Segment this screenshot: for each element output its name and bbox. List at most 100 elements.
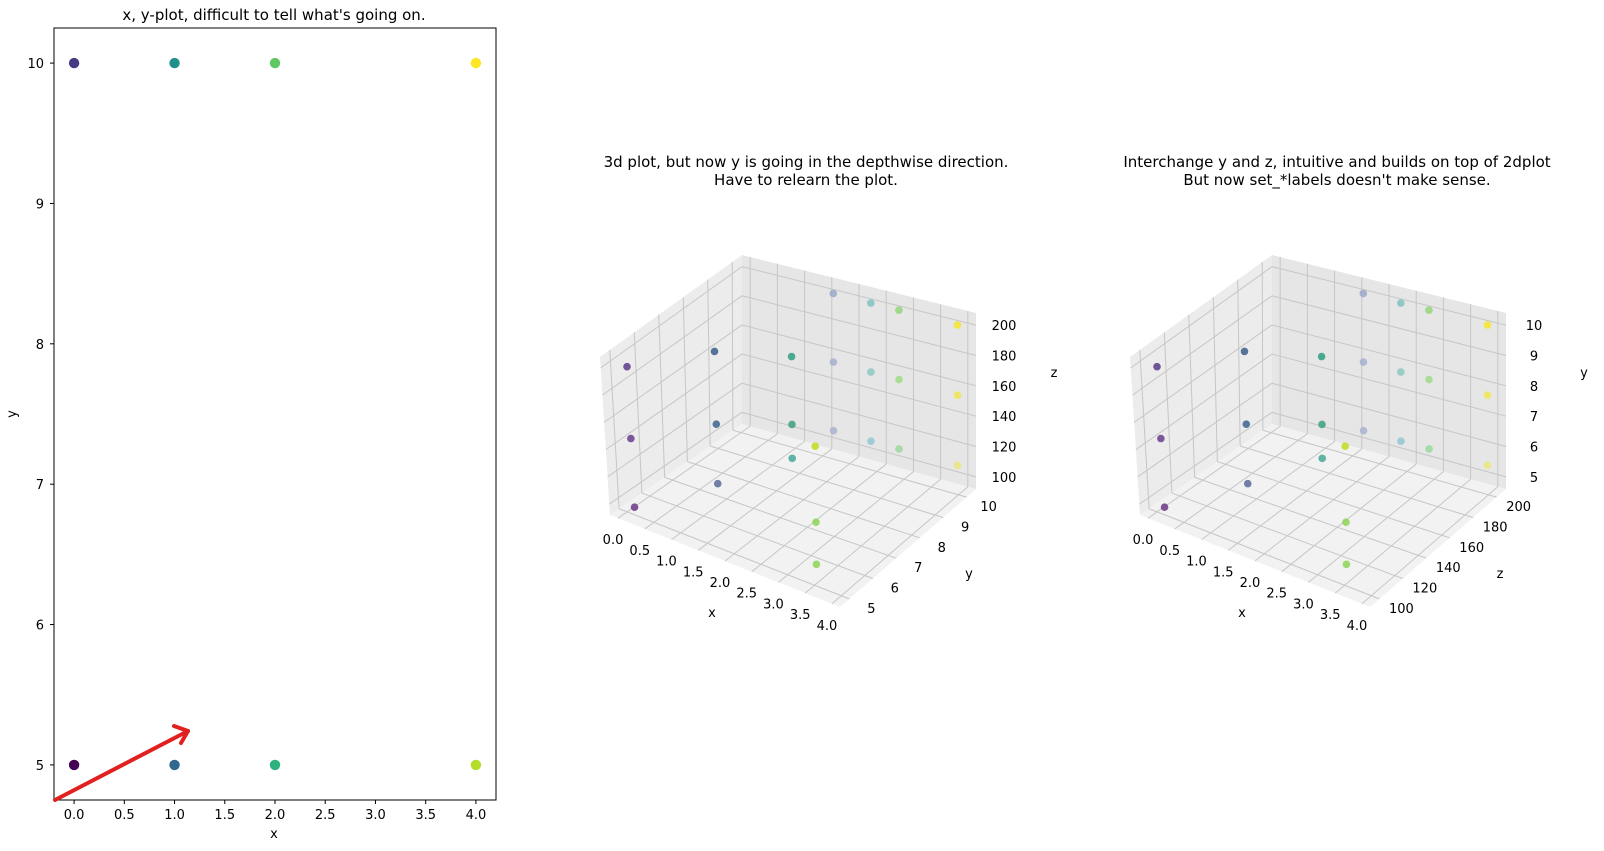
3d-x-tick-label: 2.0	[1240, 576, 1261, 591]
3d-grid-line	[1188, 314, 1196, 478]
annotation-arrow-head	[172, 724, 190, 745]
3d-data-point	[710, 347, 719, 356]
3d-data-point	[1397, 368, 1405, 376]
3d-vertical-tick-label: 120	[992, 441, 1017, 456]
3d-grid-line	[1271, 295, 1507, 356]
xy-y-tick-label: 10	[27, 57, 44, 72]
xy-scatter-panel: x, y-plot, difficult to tell what's goin…	[5, 6, 497, 842]
3d-grid-line	[1147, 425, 1281, 519]
3d-grid-line	[707, 279, 711, 446]
3d-grid-line	[731, 262, 734, 431]
3d-depth-tick-label: 200	[1506, 500, 1531, 515]
xy-x-axis-label: x	[270, 827, 278, 842]
3d-data-point	[1425, 306, 1433, 314]
xy-y-axis-label: y	[5, 410, 20, 418]
3d-vertical-tick-label: 5	[1530, 471, 1538, 486]
3d-left-title: 3d plot, but now y is going in the depth…	[603, 153, 1009, 189]
3d-grid-line	[1262, 429, 1497, 498]
3d-grid-line	[1261, 262, 1264, 431]
3d-grid-line	[1137, 382, 1273, 478]
3d-grid-line	[741, 266, 977, 326]
3d-depth-tick-label: 100	[1389, 602, 1414, 617]
3d-floor-pane	[610, 424, 976, 607]
3d-data-point	[1397, 437, 1405, 445]
3d-grid-line	[1201, 440, 1335, 541]
3d-depth-tick-label: 140	[1436, 561, 1461, 576]
3d-data-point	[829, 358, 838, 366]
xy-y-tick-label: 9	[36, 197, 44, 212]
annotation-arrow	[53, 724, 190, 802]
3d-x-tick-label: 1.0	[1186, 555, 1207, 570]
3d-data-point	[1483, 461, 1492, 470]
3d-data-point	[895, 306, 903, 314]
3d-data-point	[829, 426, 838, 435]
3d-grid-line	[1139, 349, 1150, 509]
xy-plot-axes	[53, 27, 497, 801]
3d-data-point	[1359, 426, 1368, 435]
3d-x-tick-label: 1.5	[1213, 565, 1234, 580]
3d-depth-tick-label: 180	[1483, 520, 1508, 535]
3d-grid-line	[1271, 411, 1507, 478]
xy-y-tick-label: 6	[36, 619, 44, 634]
3d-data-point	[627, 434, 635, 443]
3d-grid-line	[658, 314, 666, 478]
3d-grid-line	[709, 445, 944, 518]
3d-grid-line	[607, 382, 743, 478]
3d-x-tick-label: 1.5	[683, 565, 704, 580]
3d-grid-line	[1133, 324, 1273, 423]
3d-grid-line	[1271, 382, 1507, 447]
3d-data-point	[811, 442, 819, 451]
3d-data-point	[1153, 362, 1161, 371]
3d-depth-tick-label: 7	[914, 561, 922, 576]
3d-data-point	[1318, 454, 1327, 463]
3d-data-point	[1242, 420, 1251, 428]
3d-grid-line	[633, 332, 643, 494]
3d-grid-line	[641, 492, 874, 579]
3d-left-vertical-label: z	[1051, 366, 1058, 381]
3d-grid-line	[609, 411, 743, 505]
3d-data-point	[1317, 352, 1326, 361]
3d-x-tick-label: 2.0	[710, 576, 731, 591]
xy-x-tick-label: 3.0	[365, 808, 386, 823]
3d-grid-line	[1308, 471, 1444, 583]
3d-data-point	[787, 352, 796, 361]
3d-grid-line	[1227, 448, 1363, 551]
3d-grid-line	[602, 295, 743, 396]
3d-grid-line	[732, 429, 967, 498]
3d-x-ticks-left: 0.0 0.5 1.0 1.5 2.0 2.5 3.0 3.5 4.0	[603, 533, 838, 634]
xy-points	[68, 57, 482, 771]
3d-x-tick-label: 2.5	[1266, 587, 1287, 602]
3d-vertical-tick-label: 140	[992, 410, 1017, 425]
3d-grid-line	[778, 471, 914, 583]
3d-depth-tick-label: 160	[1459, 541, 1484, 556]
annotation-arrow-shaft	[53, 729, 190, 802]
xy-x-tick-label: 2.5	[315, 808, 336, 823]
3d-grid-line	[1271, 266, 1507, 326]
3d-data-point	[1160, 503, 1169, 511]
3d-data-point	[1341, 442, 1349, 451]
3d-x-tick-label: 3.5	[790, 608, 811, 623]
3d-data-point	[895, 445, 903, 453]
3d-depth-tick-label: 8	[938, 541, 946, 556]
xy-x-tick-label: 3.5	[415, 808, 436, 823]
3d-plot-interchanged-panel: 0.0 0.5 1.0 1.5 2.0 2.5 3.0 3.5 4.0 100 120 140 160…	[1130, 255, 1588, 634]
xy-y-tick-label: 8	[36, 338, 44, 353]
3d-grid-line	[741, 382, 977, 447]
3d-depth-tick-label: 5	[867, 602, 875, 617]
3d-data-point	[1425, 445, 1433, 453]
3d-x-ticks-right: 0.0 0.5 1.0 1.5 2.0 2.5 3.0 3.5 4.0	[1133, 533, 1368, 634]
3d-grid-line	[1132, 295, 1273, 396]
3d-vertical-tick-label: 180	[992, 349, 1017, 364]
3d-grid-line	[741, 411, 977, 478]
xy-x-tick-label: 1.5	[214, 808, 235, 823]
3d-vertical-tick-label: 6	[1530, 441, 1538, 456]
3d-grid-line	[724, 456, 860, 562]
xy-data-point	[269, 759, 281, 771]
3d-x-tick-label: 0.5	[629, 544, 650, 559]
3d-grid-line	[644, 433, 778, 530]
3d-depth-tick-label: 6	[891, 582, 899, 597]
3d-grid-line	[1135, 353, 1273, 451]
3d-data-point	[623, 362, 631, 371]
3d-data-point	[895, 375, 903, 384]
